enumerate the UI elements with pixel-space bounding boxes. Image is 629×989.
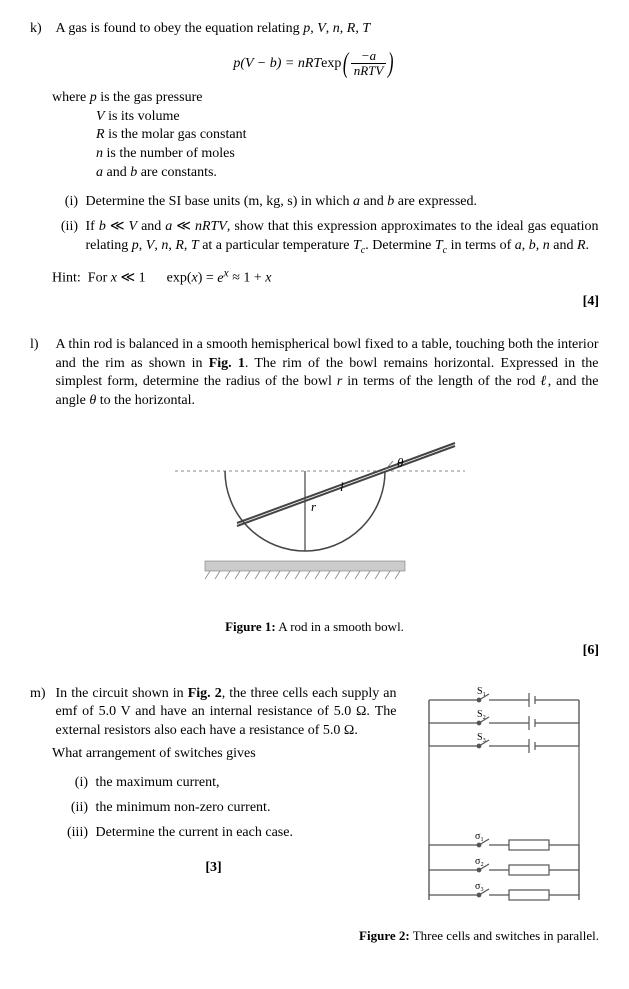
question-label: m) [30, 685, 52, 704]
marks: [6] [30, 642, 599, 661]
svg-text:θ: θ [397, 455, 404, 470]
subpart-text: the maximum current, [96, 774, 397, 793]
figure-caption: Figure 1: A rod in a smooth bowl. [30, 618, 599, 636]
bowl-diagram: r l θ [145, 431, 485, 601]
subpart-label: (ii) [52, 218, 82, 237]
question-m: m) In the circuit shown in Fig. 2, the t… [30, 685, 599, 945]
figure-caption: Figure 2: Three cells and switches in pa… [30, 927, 599, 945]
question-label: k) [30, 20, 52, 39]
marks: [4] [30, 293, 599, 312]
svg-text:S₁: S₁ [477, 686, 486, 697]
subpart-label: (ii) [62, 799, 92, 818]
subpart-text: the minimum non-zero current. [96, 799, 397, 818]
svg-text:r: r [311, 499, 317, 514]
circuit-diagram: S₁ S₂ [409, 685, 599, 915]
subparts-m: (i) the maximum current, (ii) the minimu… [62, 774, 397, 843]
subpart-label: (i) [52, 193, 82, 212]
question-l: l) A thin rod is balanced in a smooth he… [30, 336, 599, 661]
subpart-text: Determine the current in each case. [96, 824, 397, 843]
subparts-k: (i) Determine the SI base units (m, kg, … [52, 193, 599, 257]
svg-text:σ₂: σ₂ [475, 856, 484, 867]
question-lead: What arrangement of switches gives [52, 745, 397, 764]
question-text: A thin rod is balanced in a smooth hemis… [56, 336, 599, 412]
svg-text:S₃: S₃ [477, 732, 486, 743]
question-text: In the circuit shown in Fig. 2, the thre… [56, 685, 397, 742]
hint: Hint: For x ≪ 1 exp(x) = ex ≈ 1 + x [52, 265, 599, 289]
where-block: where p is the gas pressure V is its vol… [52, 89, 599, 183]
subpart-label: (i) [62, 774, 92, 793]
svg-text:S₂: S₂ [477, 709, 486, 720]
question-label: l) [30, 336, 52, 355]
subpart-label: (iii) [62, 824, 92, 843]
svg-text:σ₁: σ₁ [475, 831, 484, 842]
marks: [3] [30, 859, 397, 878]
question-k: k) A gas is found to obey the equation r… [30, 20, 599, 312]
subpart-text: If b ≪ V and a ≪ nRTV, show that this ex… [86, 218, 599, 257]
figure-1: r l θ Figure 1: A rod in a [30, 431, 599, 635]
svg-text:l: l [340, 479, 344, 494]
svg-text:σ₃: σ₃ [475, 881, 484, 892]
equation-k: p(V − b) = nRTexp(−anRTV) [30, 45, 599, 83]
subpart-text: Determine the SI base units (m, kg, s) i… [86, 193, 599, 212]
question-intro: A gas is found to obey the equation rela… [56, 20, 599, 39]
